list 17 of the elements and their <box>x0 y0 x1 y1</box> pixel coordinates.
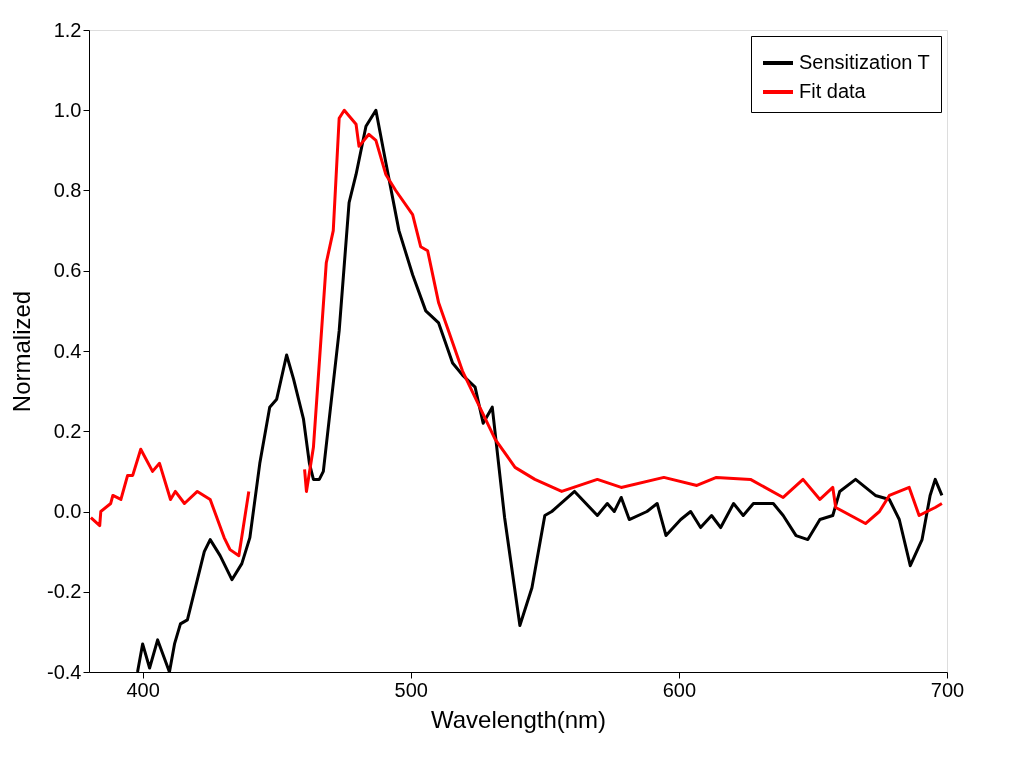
y-tick-label: 1.0 <box>53 98 82 121</box>
x-tick-label: 600 <box>662 678 697 701</box>
legend-label: Fit data <box>799 80 867 102</box>
y-tick-label: 1.2 <box>53 18 82 41</box>
y-tick-label: -0.4 <box>47 660 82 683</box>
y-axis-title: Normalized <box>8 290 36 413</box>
legend-label: Sensitization T <box>799 51 930 73</box>
y-tick-label: -0.2 <box>47 580 82 603</box>
y-tick-label: 0.4 <box>53 339 82 362</box>
y-tick-label: 0.2 <box>53 419 82 442</box>
y-tick-label: 0.8 <box>53 179 82 201</box>
x-axis-title: Wavelength(nm) <box>430 705 607 733</box>
x-tick-label: 700 <box>930 678 965 701</box>
y-tick-label: 0.0 <box>53 500 82 522</box>
x-tick-label: 400 <box>126 678 160 701</box>
y-tick-label: 0.6 <box>53 259 82 282</box>
x-tick-label: 500 <box>394 678 428 701</box>
